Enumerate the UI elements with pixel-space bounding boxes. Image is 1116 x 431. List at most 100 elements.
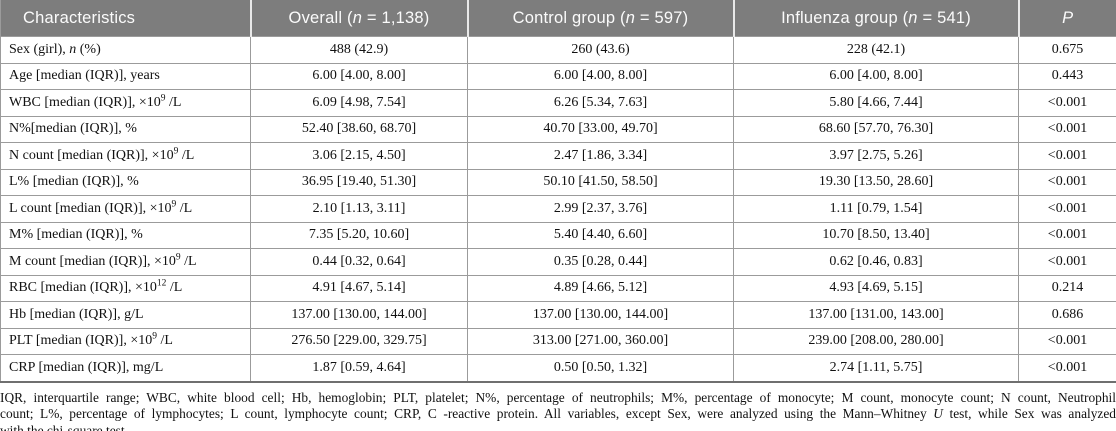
row-label-cell: PLT [median (IQR)], ×109 /L (0, 327, 251, 355)
table-row: M% [median (IQR)], % 7.35 [5.20, 10.60] … (0, 221, 1116, 249)
row-label-italic: n (69, 41, 77, 57)
footnote: IQR, interquartile range; WBC, white blo… (0, 390, 1116, 431)
header-influenza-label: Influenza group ( (781, 8, 909, 27)
control-value-cell: 50.10 [41.50, 58.50] (467, 168, 734, 196)
row-label-suffix: (%) (76, 41, 101, 57)
control-value-cell: 4.89 [4.66, 5.12] (467, 274, 734, 302)
influenza-value-cell: 0.62 [0.46, 0.83] (733, 248, 1019, 276)
p-value-cell: <0.001 (1018, 327, 1116, 355)
row-label-cell: M% [median (IQR)], % (0, 221, 251, 249)
row-label-cell: M count [median (IQR)], ×109 /L (0, 248, 251, 276)
row-label-text: Age [median (IQR)], years (9, 68, 160, 84)
header-p-value: P (1017, 0, 1116, 37)
influenza-value-cell: 228 (42.1) (733, 36, 1019, 64)
footnote-line-2: count; L%, percentage of lymphocytes; L … (0, 406, 1116, 423)
row-label-cell: N count [median (IQR)], ×109 /L (0, 142, 251, 170)
row-label-cell: WBC [median (IQR)], ×109 /L (0, 89, 251, 117)
table-row: L count [median (IQR)], ×109 /L 2.10 [1.… (0, 195, 1116, 223)
influenza-value-cell: 68.60 [57.70, 76.30] (733, 115, 1019, 143)
p-value-cell: <0.001 (1018, 89, 1116, 117)
influenza-value-cell: 239.00 [208.00, 280.00] (733, 327, 1019, 355)
row-label-suffix: /L (166, 280, 183, 296)
control-value-cell: 2.47 [1.86, 3.34] (467, 142, 734, 170)
p-value-cell: <0.001 (1018, 354, 1116, 382)
p-value-cell: <0.001 (1018, 115, 1116, 143)
influenza-value-cell: 5.80 [4.66, 7.44] (733, 89, 1019, 117)
header-characteristics: Characteristics (0, 0, 251, 37)
table-row: Hb [median (IQR)], g/L 137.00 [130.00, 1… (0, 301, 1116, 329)
row-label-cell: Age [median (IQR)], years (0, 62, 251, 90)
influenza-value-cell: 19.30 [13.50, 28.60] (733, 168, 1019, 196)
header-overall-n-italic: n (352, 8, 363, 27)
header-overall-count: = 1,138) (362, 8, 430, 27)
row-label-cell: Hb [median (IQR)], g/L (0, 301, 251, 329)
control-value-cell: 137.00 [130.00, 144.00] (467, 301, 734, 329)
row-label-superscript: 9 (173, 146, 179, 157)
overall-value-cell: 6.00 [4.00, 8.00] (250, 62, 468, 90)
control-value-cell: 6.00 [4.00, 8.00] (467, 62, 734, 90)
p-value-cell: <0.001 (1018, 195, 1116, 223)
table-row: N%[median (IQR)], % 52.40 [38.60, 68.70]… (0, 115, 1116, 143)
row-label-text: M% [median (IQR)], % (9, 227, 143, 243)
header-control-count: = 597) (635, 8, 689, 27)
control-value-cell: 2.99 [2.37, 3.76] (467, 195, 734, 223)
table-row: WBC [median (IQR)], ×109 /L 6.09 [4.98, … (0, 89, 1116, 117)
row-label-cell: CRP [median (IQR)], mg/L (0, 354, 251, 382)
header-influenza-group: Influenza group (n = 541) (732, 0, 1019, 37)
header-row: Characteristics Overall (n = 1,138) Cont… (0, 0, 1116, 37)
row-label-text: Sex (girl), (9, 41, 70, 57)
table-row: N count [median (IQR)], ×109 /L 3.06 [2.… (0, 142, 1116, 170)
header-control-n-italic: n (625, 8, 636, 27)
characteristics-table: Characteristics Overall (n = 1,138) Cont… (0, 0, 1116, 383)
overall-value-cell: 2.10 [1.13, 3.11] (250, 195, 468, 223)
overall-value-cell: 52.40 [38.60, 68.70] (250, 115, 468, 143)
row-label-text: CRP [median (IQR)], mg/L (9, 359, 164, 375)
table-row: Sex (girl), n (%) 488 (42.9) 260 (43.6) … (0, 36, 1116, 64)
row-label-text: PLT [median (IQR)], ×10 (9, 333, 153, 349)
row-label-superscript: 12 (156, 278, 167, 289)
row-label-cell: L% [median (IQR)], % (0, 168, 251, 196)
header-influenza-count: = 541) (917, 8, 971, 27)
row-label-superscript: 9 (152, 331, 157, 342)
influenza-value-cell: 10.70 [8.50, 13.40] (733, 221, 1019, 249)
p-value-cell: <0.001 (1018, 142, 1116, 170)
header-overall: Overall (n = 1,138) (249, 0, 468, 37)
row-label-suffix: /L (178, 147, 195, 163)
influenza-value-cell: 2.74 [1.11, 5.75] (733, 354, 1019, 382)
influenza-value-cell: 1.11 [0.79, 1.54] (733, 195, 1019, 223)
p-value-cell: <0.001 (1018, 221, 1116, 249)
table-row: RBC [median (IQR)], ×1012 /L 4.91 [4.67,… (0, 274, 1116, 302)
overall-value-cell: 488 (42.9) (250, 36, 468, 64)
row-label-text: WBC [median (IQR)], ×10 (9, 94, 161, 110)
row-label-text: RBC [median (IQR)], ×10 (9, 280, 157, 296)
p-value-cell: <0.001 (1018, 248, 1116, 276)
row-label-superscript: 9 (160, 93, 166, 104)
footnote-u-italic: U (933, 406, 943, 422)
control-value-cell: 0.35 [0.28, 0.44] (467, 248, 734, 276)
influenza-value-cell: 137.00 [131.00, 143.00] (733, 301, 1019, 329)
header-overall-label: Overall ( (288, 8, 353, 27)
header-control-group: Control group (n = 597) (466, 0, 734, 37)
row-label-text: M count [median (IQR)], ×10 (9, 253, 176, 269)
header-control-label: Control group ( (512, 8, 626, 27)
overall-value-cell: 36.95 [19.40, 51.30] (250, 168, 468, 196)
table-row: CRP [median (IQR)], mg/L 1.87 [0.59, 4.6… (0, 354, 1116, 382)
table-row: L% [median (IQR)], % 36.95 [19.40, 51.30… (0, 168, 1116, 196)
control-value-cell: 0.50 [0.50, 1.32] (467, 354, 734, 382)
p-value-cell: 0.214 (1018, 274, 1116, 302)
header-p-label: P (1062, 8, 1074, 27)
row-label-suffix: /L (156, 333, 173, 349)
overall-value-cell: 4.91 [4.67, 5.14] (250, 274, 468, 302)
p-value-cell: <0.001 (1018, 168, 1116, 196)
influenza-value-cell: 4.93 [4.69, 5.15] (733, 274, 1019, 302)
overall-value-cell: 6.09 [4.98, 7.54] (250, 89, 468, 117)
p-value-cell: 0.675 (1018, 36, 1116, 64)
control-value-cell: 40.70 [33.00, 49.70] (467, 115, 734, 143)
footnote-line-3: with the chi-square test. (0, 422, 128, 431)
row-label-text: Hb [median (IQR)], g/L (9, 306, 144, 322)
row-label-cell: RBC [median (IQR)], ×1012 /L (0, 274, 251, 302)
p-value-cell: 0.686 (1018, 301, 1116, 329)
table-row: M count [median (IQR)], ×109 /L 0.44 [0.… (0, 248, 1116, 276)
row-label-superscript: 9 (175, 252, 181, 263)
